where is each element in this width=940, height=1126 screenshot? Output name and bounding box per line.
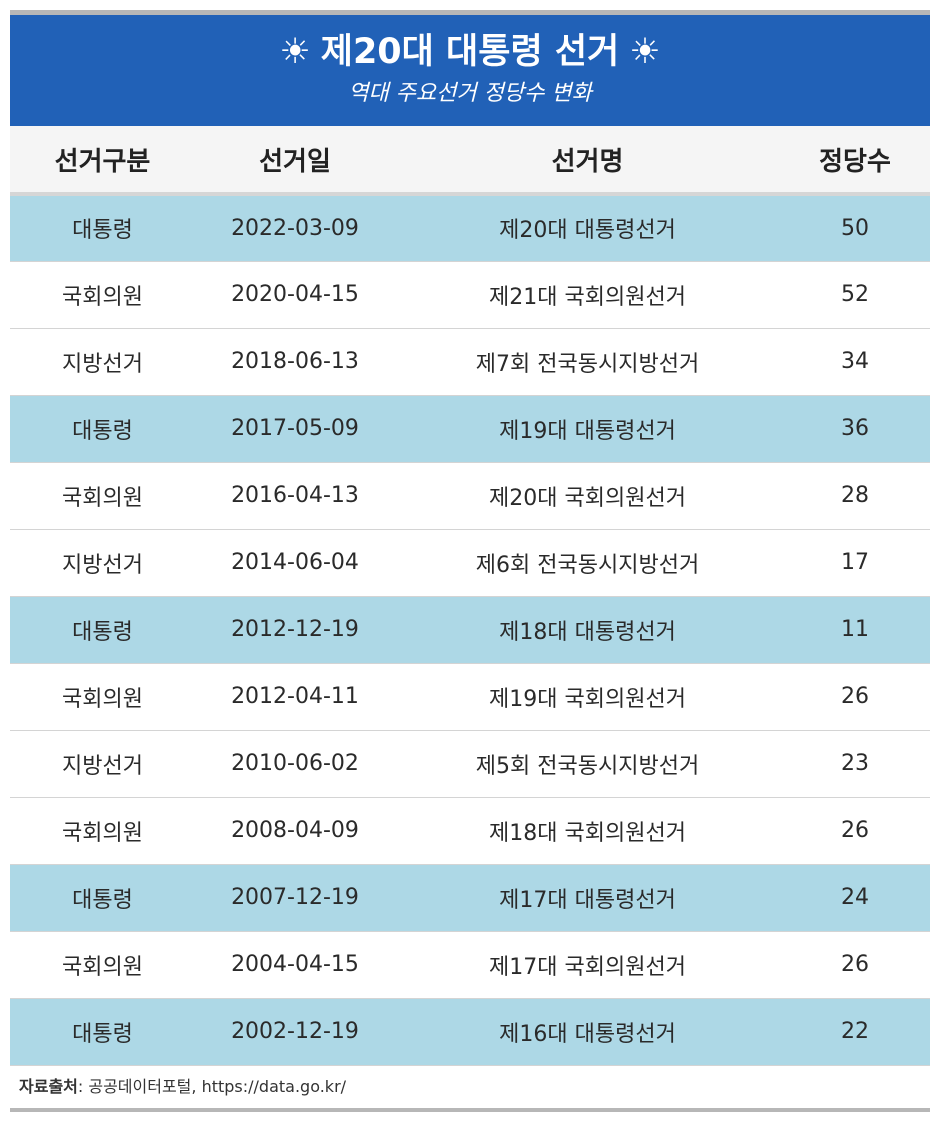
cell-type: 대통령 [72, 418, 133, 444]
election-table: 선거구분 선거일 선거명 정당수 대통령 2022-03-09 제20대 대통령선거… [10, 126, 930, 1066]
source-label: 자료출처 [19, 1076, 78, 1096]
cell-date: 2008-04-09 [231, 818, 359, 843]
column-header-name: 선거명 [551, 146, 624, 177]
cell-type: 국회의원 [62, 954, 143, 980]
cell-type: 대통령 [72, 218, 133, 244]
table-row: 지방선거 2018-06-13 제7회 전국동시지방선거 34 [10, 328, 930, 395]
cell-party-count: 36 [841, 416, 869, 441]
column-header-date: 선거일 [259, 146, 331, 177]
cell-type: 지방선거 [62, 552, 143, 578]
election-table-card: ☀ 제20대 대통령 선거 ☀ 역대 주요선거 정당수 변화 선거구분 선거일 선거… [10, 10, 930, 1112]
column-header-parties: 정당수 [819, 146, 891, 177]
table-row: 대통령 2002-12-19 제16대 대통령선거 22 [10, 998, 930, 1065]
cell-party-count: 50 [841, 215, 869, 241]
cell-date: 2004-04-15 [231, 952, 359, 977]
cell-party-count: 28 [841, 483, 869, 508]
table-row: 국회의원 2012-04-11 제19대 국회의원선거 26 [10, 663, 930, 730]
cell-party-count: 22 [841, 1019, 869, 1044]
cell-type: 국회의원 [62, 820, 143, 846]
cell-election-name: 제7회 전국동시지방선거 [475, 351, 700, 377]
table-row: 국회의원 2020-04-15 제21대 국회의원선거 52 [10, 261, 930, 328]
cell-election-name: 제18대 국회의원선거 [489, 820, 686, 846]
cell-party-count: 34 [841, 349, 869, 374]
cell-election-name: 제20대 국회의원선거 [489, 485, 686, 511]
top-rule [10, 10, 930, 15]
cell-election-name: 제17대 대통령선거 [499, 887, 676, 913]
source-text: : 공공데이터포털, https://data.go.kr/ [77, 1076, 347, 1096]
cell-type: 국회의원 [62, 284, 143, 310]
source-note: 자료출처: 공공데이터포털, https://data.go.kr/ [10, 1066, 930, 1112]
cell-party-count: 52 [841, 282, 869, 307]
table-header-row: 선거구분 선거일 선거명 정당수 [10, 126, 930, 194]
cell-date: 2017-05-09 [231, 416, 359, 441]
table-row: 대통령 2012-12-19 제18대 대통령선거 11 [10, 596, 930, 663]
title-text: 제20대 대통령 선거 [320, 32, 620, 72]
cell-election-name: 제17대 국회의원선거 [489, 954, 686, 980]
table-row: 국회의원 2004-04-15 제17대 국회의원선거 26 [10, 931, 930, 998]
cell-election-name: 제20대 대통령선거 [499, 218, 676, 244]
cell-date: 2010-06-02 [231, 751, 359, 776]
cell-election-name: 제5회 전국동시지방선거 [475, 753, 700, 779]
cell-type: 대통령 [72, 887, 133, 913]
cell-type: 대통령 [72, 619, 133, 645]
cell-party-count: 11 [841, 617, 869, 642]
cell-type: 지방선거 [62, 753, 143, 779]
cell-party-count: 17 [841, 550, 869, 575]
cell-election-name: 제16대 대통령선거 [499, 1021, 676, 1047]
cell-type: 국회의원 [62, 485, 143, 511]
page-title: ☀ 제20대 대통령 선거 ☀ [10, 29, 930, 75]
cell-date: 2016-04-13 [231, 483, 359, 508]
page-subtitle: 역대 주요선거 정당수 변화 [348, 81, 592, 106]
table-row: 국회의원 2008-04-09 제18대 국회의원선거 26 [10, 797, 930, 864]
cell-date: 2007-12-19 [231, 885, 359, 910]
cell-date: 2014-06-04 [231, 550, 359, 575]
column-header-type: 선거구분 [54, 146, 151, 177]
table-row: 지방선거 2014-06-04 제6회 전국동시지방선거 17 [10, 529, 930, 596]
table-row: 대통령 2017-05-09 제19대 대통령선거 36 [10, 395, 930, 462]
cell-party-count: 23 [841, 751, 869, 776]
cell-date: 2012-04-11 [231, 684, 359, 709]
table-row: 대통령 2007-12-19 제17대 대통령선거 24 [10, 864, 930, 931]
cell-party-count: 26 [841, 952, 869, 977]
cell-date: 2002-12-19 [231, 1019, 359, 1044]
cell-party-count: 26 [841, 684, 869, 709]
cell-date: 2018-06-13 [231, 349, 359, 374]
cell-date: 2022-03-09 [231, 215, 359, 241]
cell-date: 2020-04-15 [231, 282, 359, 307]
sun-icon: ☀ [629, 32, 661, 72]
cell-election-name: 제18대 대통령선거 [499, 619, 676, 645]
table-row: 지방선거 2010-06-02 제5회 전국동시지방선거 23 [10, 730, 930, 797]
cell-type: 지방선거 [62, 351, 143, 377]
cell-party-count: 24 [841, 885, 869, 910]
table-body: 대통령 2022-03-09 제20대 대통령선거 50 국회의원 2020-04-15 제… [10, 194, 930, 1065]
cell-election-name: 제19대 대통령선거 [499, 418, 676, 444]
cell-date: 2012-12-19 [231, 617, 359, 642]
sun-icon: ☀ [279, 32, 311, 72]
cell-party-count: 26 [841, 818, 869, 843]
table-row: 대통령 2022-03-09 제20대 대통령선거 50 [10, 194, 930, 261]
cell-election-name: 제6회 전국동시지방선거 [475, 552, 700, 578]
cell-type: 대통령 [72, 1021, 133, 1047]
title-banner: ☀ 제20대 대통령 선거 ☀ 역대 주요선거 정당수 변화 [10, 15, 930, 126]
cell-election-name: 제19대 국회의원선거 [489, 686, 686, 712]
cell-election-name: 제21대 국회의원선거 [489, 284, 686, 310]
cell-type: 국회의원 [62, 686, 143, 712]
table-row: 국회의원 2016-04-13 제20대 국회의원선거 28 [10, 462, 930, 529]
